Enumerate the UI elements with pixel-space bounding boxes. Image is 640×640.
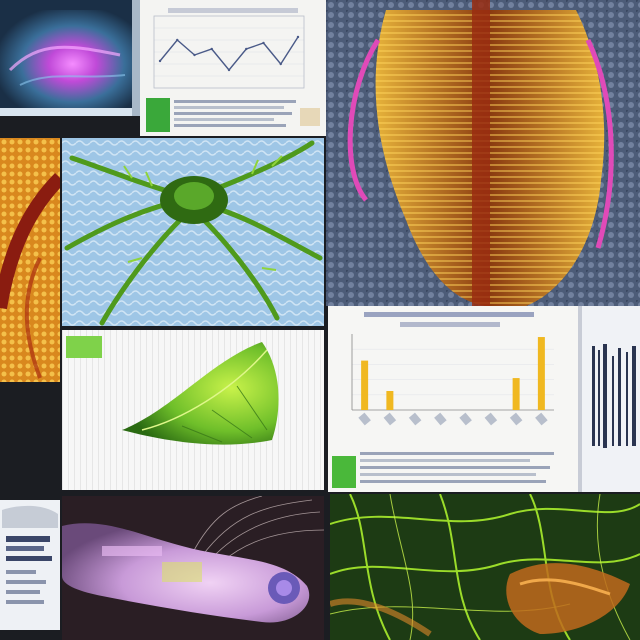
green-sprout-image: [62, 138, 324, 326]
bar-chart-bar: [537, 337, 545, 410]
line-chart: [140, 0, 326, 136]
line-chart-point: [227, 68, 231, 72]
line-chart-header: [168, 8, 298, 13]
barcode-strip-image: [578, 306, 640, 492]
orange-tissue-left-tile: [0, 138, 60, 382]
line-chart-point: [193, 53, 196, 57]
bar-chart-tick-label: [408, 412, 422, 426]
bar-chart-bar: [512, 378, 520, 410]
bar-chart-tick-label: [459, 412, 472, 426]
bar-chart-header: [364, 312, 534, 327]
bar-chart-tick-label: [358, 412, 371, 426]
bar-chart-bar: [386, 391, 394, 410]
bar-chart-tick-label: [484, 412, 498, 426]
green-leaf-image: [62, 330, 324, 490]
line-chart-sheet-tile: [140, 0, 326, 136]
bar-chart-tick-label: [509, 412, 523, 426]
line-chart-point: [296, 35, 300, 39]
green-swatch: [146, 98, 170, 132]
small-device-sheet-tile: [0, 500, 60, 630]
line-chart-point: [279, 62, 282, 66]
barcode-strip-tile: [578, 306, 640, 492]
green-vein-network-image: [330, 494, 640, 640]
gold-fiber-torso-tile: [326, 0, 640, 306]
line-chart-point: [176, 38, 179, 42]
bar-chart-tick-label: [383, 412, 397, 426]
line-chart-point: [210, 47, 213, 51]
gold-fiber-torso-image: [326, 0, 640, 306]
green-leaf-tile: [62, 330, 324, 490]
green-sprout-tile: [62, 138, 324, 326]
bar-chart: [328, 306, 578, 492]
line-chart-table: [146, 98, 320, 132]
scan-blue-magenta-image: [0, 0, 140, 116]
line-chart-point: [158, 59, 162, 63]
line-chart-gridlines: [154, 27, 304, 77]
line-chart-plot-frame: [153, 15, 305, 89]
small-device-image: [0, 500, 60, 630]
bar-chart-gridlines: [352, 348, 554, 396]
line-chart-point: [262, 41, 265, 45]
orange-tissue-image: [0, 138, 60, 382]
bar-chart-sheet-tile: [328, 306, 578, 492]
lavender-creature-image: [62, 496, 324, 640]
bar-chart-tick-label: [434, 412, 447, 426]
scan-blue-magenta-tile: [0, 0, 140, 116]
bar-chart-tick-label: [535, 412, 548, 426]
green-swatch: [332, 456, 356, 488]
line-chart-point: [245, 47, 248, 51]
lavender-creature-tile: [62, 496, 324, 640]
bar-chart-bar: [361, 360, 369, 410]
bar-chart-table: [332, 452, 554, 488]
green-vein-network-tile: [330, 494, 640, 640]
